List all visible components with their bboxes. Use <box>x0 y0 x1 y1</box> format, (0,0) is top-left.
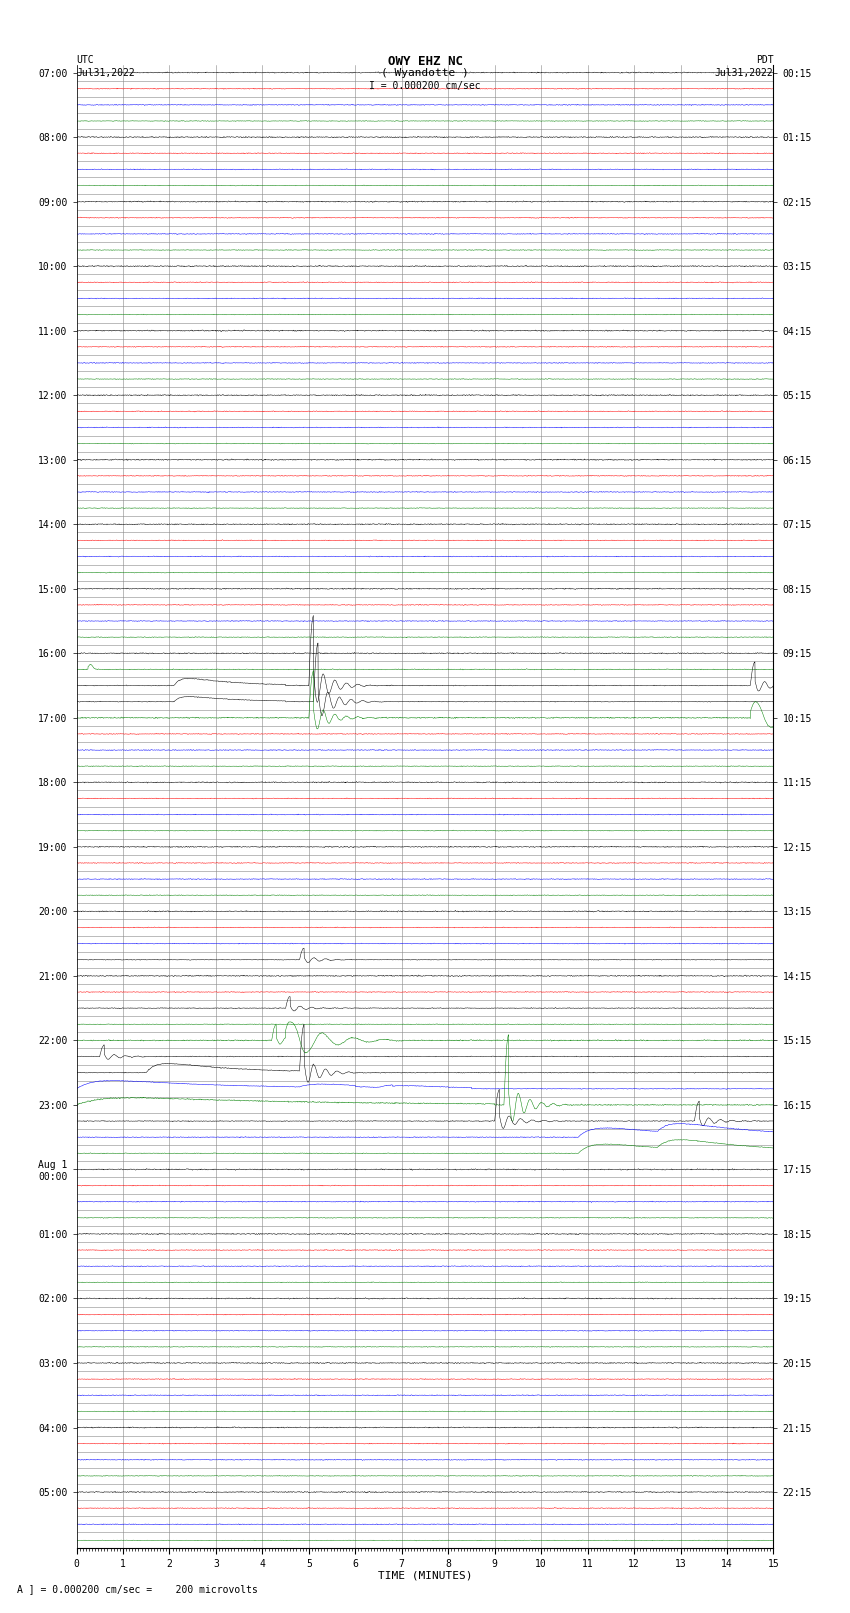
Text: UTC: UTC <box>76 55 94 65</box>
Text: A ] = 0.000200 cm/sec =    200 microvolts: A ] = 0.000200 cm/sec = 200 microvolts <box>17 1584 258 1594</box>
Text: PDT: PDT <box>756 55 774 65</box>
X-axis label: TIME (MINUTES): TIME (MINUTES) <box>377 1571 473 1581</box>
Text: Jul31,2022: Jul31,2022 <box>715 68 774 77</box>
Text: I = 0.000200 cm/sec: I = 0.000200 cm/sec <box>369 81 481 90</box>
Text: OWY EHZ NC: OWY EHZ NC <box>388 55 462 68</box>
Text: ( Wyandotte ): ( Wyandotte ) <box>381 68 469 77</box>
Text: Jul31,2022: Jul31,2022 <box>76 68 135 77</box>
